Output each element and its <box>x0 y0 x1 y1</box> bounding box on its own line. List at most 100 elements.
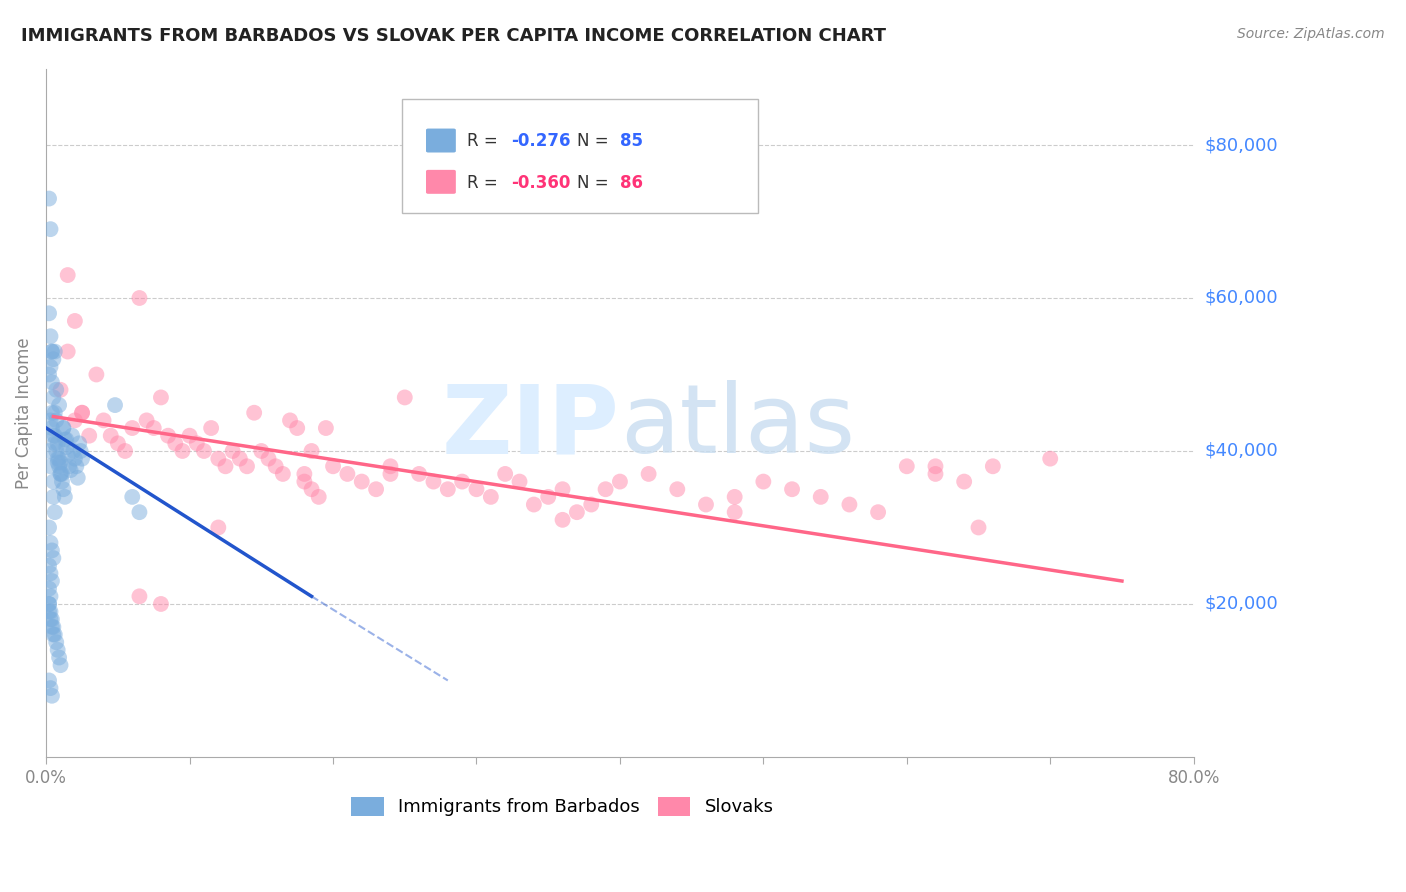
Point <box>56 344 79 359</box>
Point <box>637 467 659 481</box>
Point <box>186 436 208 450</box>
Point <box>45 383 67 397</box>
Point <box>65 459 87 474</box>
Text: -0.276: -0.276 <box>510 133 571 151</box>
Point <box>70 406 93 420</box>
Point <box>77 428 100 442</box>
Point <box>51 475 73 489</box>
Text: R =: R = <box>467 133 503 151</box>
Point <box>38 444 60 458</box>
Point <box>236 459 259 474</box>
Point <box>121 421 143 435</box>
Text: -0.360: -0.360 <box>510 174 571 192</box>
Point <box>62 444 84 458</box>
FancyBboxPatch shape <box>402 100 758 213</box>
Point <box>422 475 444 489</box>
Point <box>42 551 65 566</box>
Point <box>49 467 72 481</box>
Text: $20,000: $20,000 <box>1205 595 1278 613</box>
Point <box>52 421 75 435</box>
Point <box>41 344 63 359</box>
Point <box>214 459 236 474</box>
Point <box>70 451 93 466</box>
Point <box>59 463 82 477</box>
Point <box>45 413 67 427</box>
Point <box>350 475 373 489</box>
Text: $80,000: $80,000 <box>1205 136 1278 154</box>
Point <box>229 451 252 466</box>
Text: ZIP: ZIP <box>441 380 620 473</box>
Point <box>551 482 574 496</box>
Point <box>465 482 488 496</box>
Text: $40,000: $40,000 <box>1205 442 1278 460</box>
Point <box>494 467 516 481</box>
Point <box>86 368 108 382</box>
Point <box>51 467 73 481</box>
Point <box>39 612 62 626</box>
Point <box>200 421 222 435</box>
Point <box>63 314 86 328</box>
Point <box>48 459 70 474</box>
Point <box>60 428 83 442</box>
Point <box>336 467 359 481</box>
Point <box>780 482 803 496</box>
Point <box>38 582 60 596</box>
Point <box>39 605 62 619</box>
Point <box>810 490 832 504</box>
Point <box>39 359 62 374</box>
Point <box>41 375 63 389</box>
Point <box>42 490 65 504</box>
Point <box>953 475 976 489</box>
Point <box>380 467 402 481</box>
Point <box>42 352 65 367</box>
Point <box>48 451 70 466</box>
Point <box>39 413 62 427</box>
Point <box>39 329 62 343</box>
Point <box>451 475 474 489</box>
Point <box>45 444 67 458</box>
Point <box>128 590 150 604</box>
Point <box>39 222 62 236</box>
Point <box>301 444 323 458</box>
Point <box>408 467 430 481</box>
Point <box>838 498 860 512</box>
Point <box>44 344 66 359</box>
Point <box>46 455 69 469</box>
Point <box>278 413 301 427</box>
Point <box>38 673 60 688</box>
Point <box>63 451 86 466</box>
Point <box>271 467 294 481</box>
Point <box>46 643 69 657</box>
Point <box>364 482 387 496</box>
Point <box>551 513 574 527</box>
Point <box>523 498 546 512</box>
Point <box>41 543 63 558</box>
Point <box>380 459 402 474</box>
Point <box>38 597 60 611</box>
Point <box>42 627 65 641</box>
Point <box>44 436 66 450</box>
Text: 85: 85 <box>620 133 643 151</box>
Point <box>695 498 717 512</box>
Point <box>752 475 775 489</box>
Point <box>179 428 201 442</box>
Text: IMMIGRANTS FROM BARBADOS VS SLOVAK PER CAPITA INCOME CORRELATION CHART: IMMIGRANTS FROM BARBADOS VS SLOVAK PER C… <box>21 27 886 45</box>
Point <box>38 368 60 382</box>
Point <box>52 421 75 435</box>
Point <box>509 475 531 489</box>
Point <box>55 440 77 454</box>
Text: $60,000: $60,000 <box>1205 289 1278 307</box>
Point <box>436 482 458 496</box>
Point <box>114 444 136 458</box>
Point <box>48 398 70 412</box>
Point <box>44 505 66 519</box>
Point <box>981 459 1004 474</box>
Point <box>41 574 63 588</box>
Point <box>39 535 62 549</box>
Point <box>104 398 127 412</box>
Point <box>44 406 66 420</box>
Point <box>285 421 308 435</box>
Point <box>581 498 603 512</box>
Text: R =: R = <box>467 174 503 192</box>
Point <box>55 433 77 447</box>
